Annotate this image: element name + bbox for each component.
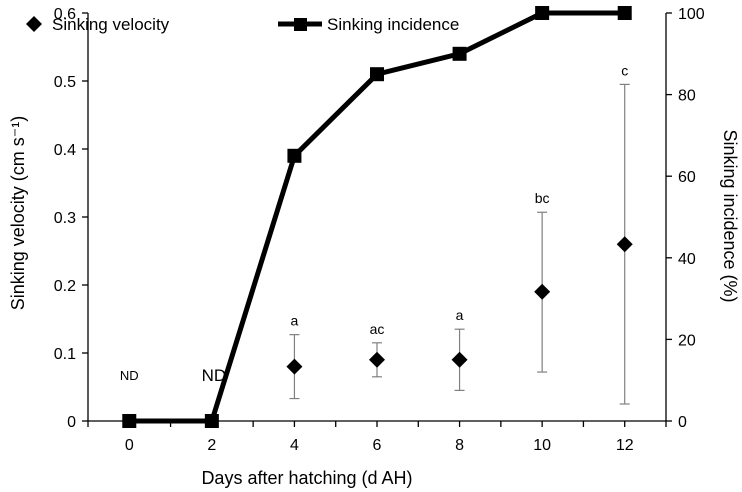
annotations: a ac a bc c ND ND <box>120 62 628 385</box>
nd-label: ND <box>120 368 139 383</box>
x-tick-label: 10 <box>533 437 551 454</box>
nd-label: ND <box>202 366 227 385</box>
legend-velocity-marker <box>26 16 42 32</box>
x-tick-label: 4 <box>290 437 299 454</box>
y-left-tick-label: 0.1 <box>54 346 76 363</box>
velocity-point <box>369 351 385 368</box>
legend: Sinking velocity Sinking incidence <box>26 15 459 34</box>
y-right-tick-label: 80 <box>678 88 696 105</box>
incidence-point <box>452 46 467 61</box>
significance-label: ac <box>370 321 385 337</box>
velocity-point <box>451 351 468 368</box>
significance-label: a <box>456 307 464 323</box>
y-right-tick-label: 0 <box>678 414 687 431</box>
y-left-tick-label: 0.6 <box>54 6 76 23</box>
legend-velocity-label: Sinking velocity <box>52 15 170 34</box>
legend-incidence-label: Sinking incidence <box>327 15 459 34</box>
y-left-tick-label: 0.3 <box>54 210 76 227</box>
significance-label: bc <box>535 190 550 206</box>
velocity-point <box>616 236 633 253</box>
y-right-tick-label: 100 <box>678 6 705 23</box>
y-axis-right-title: Sinking incidence (%) <box>720 129 740 302</box>
x-tick-label: 2 <box>207 437 216 454</box>
y-right-tick-label: 40 <box>678 251 696 268</box>
y-left-tick-label: 0.4 <box>54 142 76 159</box>
significance-label: c <box>621 62 628 78</box>
y-axis-left-title: Sinking velocity (cm s⁻¹) <box>8 116 28 311</box>
legend-incidence-marker <box>294 18 307 31</box>
x-axis-title: Days after hatching (d AH) <box>201 468 412 488</box>
y-right-tick-label: 20 <box>678 332 696 349</box>
incidence-point <box>204 414 219 428</box>
x-tick-label: 6 <box>373 437 382 454</box>
incidence-point <box>617 6 632 20</box>
velocity-series <box>286 236 633 375</box>
y-left-tick-label: 0.2 <box>54 278 76 295</box>
y-left-tick-label: 0 <box>67 414 76 431</box>
incidence-series <box>122 6 632 428</box>
velocity-point <box>286 358 303 375</box>
significance-label: a <box>291 313 299 329</box>
x-tick-label: 12 <box>616 437 634 454</box>
incidence-point <box>122 414 137 428</box>
y-left-tick-label: 0.5 <box>54 74 76 91</box>
incidence-point <box>535 6 550 20</box>
x-tick-label: 0 <box>125 437 134 454</box>
incidence-point <box>287 148 302 163</box>
velocity-point <box>534 283 551 300</box>
y-right-tick-label: 60 <box>678 169 696 186</box>
incidence-point <box>370 67 384 82</box>
x-tick-label: 8 <box>455 437 464 454</box>
